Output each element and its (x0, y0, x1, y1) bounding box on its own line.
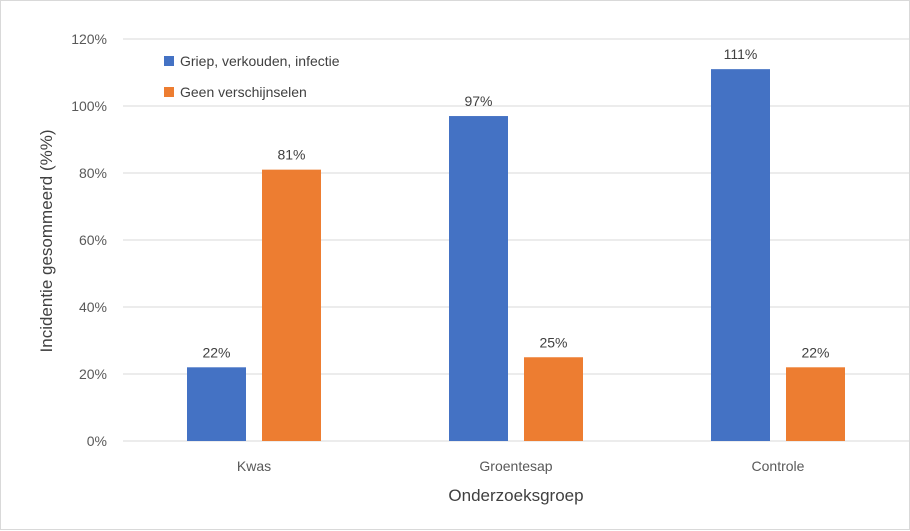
x-tick-label: Groentesap (479, 458, 552, 474)
data-labels: 22% 81% 97% 25% 111% 22% (202, 46, 829, 360)
bar-kwas-series-1 (187, 367, 246, 441)
y-tick-label: 20% (79, 366, 107, 382)
legend: Griep, verkouden, infectie Geen verschijn… (164, 53, 340, 100)
data-label: 22% (202, 344, 230, 360)
y-axis-title: Incidentie gesommeerd (%%) (37, 130, 56, 353)
y-tick-label: 40% (79, 299, 107, 315)
y-tick-label: 0% (87, 433, 107, 449)
bar-controle-series-1 (711, 69, 770, 442)
legend-label-1: Griep, verkouden, infectie (180, 53, 340, 69)
data-label: 81% (277, 147, 305, 163)
data-label: 111% (724, 46, 758, 62)
gridlines (123, 38, 909, 442)
x-axis-ticks: Kwas Groentesap Controle (237, 458, 805, 474)
bar-groentesap-series-2 (524, 357, 583, 441)
data-label: 25% (539, 334, 567, 350)
y-tick-label: 100% (71, 98, 107, 114)
y-tick-label: 80% (79, 165, 107, 181)
bar-controle-series-2 (786, 367, 845, 441)
y-axis-ticks: 0% 20% 40% 60% 80% 100% 120% (71, 31, 107, 449)
x-axis-title: Onderzoeksgroep (448, 486, 583, 505)
bars (187, 69, 845, 442)
y-tick-label: 120% (71, 31, 107, 47)
data-label: 22% (801, 344, 829, 360)
legend-swatch-2 (164, 87, 174, 97)
data-label: 97% (464, 93, 492, 109)
x-tick-label: Kwas (237, 458, 271, 474)
legend-label-2: Geen verschijnselen (180, 84, 307, 100)
y-tick-label: 60% (79, 232, 107, 248)
legend-swatch-1 (164, 56, 174, 66)
x-tick-label: Controle (752, 458, 805, 474)
bar-groentesap-series-1 (449, 116, 508, 442)
bar-kwas-series-2 (262, 169, 321, 441)
